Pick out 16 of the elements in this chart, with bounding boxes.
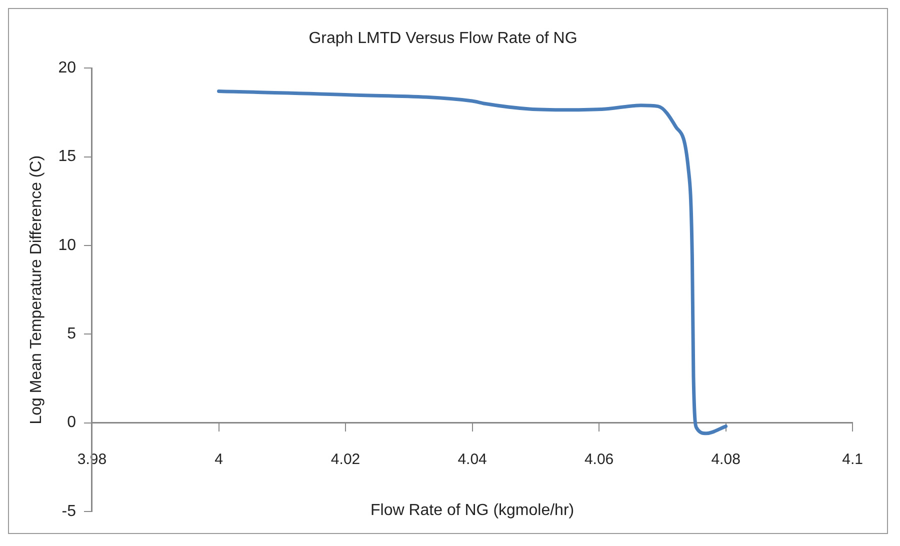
x-tick-label: 4.1 (842, 450, 864, 468)
y-tick-label: 15 (58, 148, 76, 166)
x-axis-title: Flow Rate of NG (kgmole/hr) (370, 502, 574, 519)
x-tick-label: 4 (214, 450, 223, 468)
x-tick-label: 4.04 (458, 450, 487, 468)
x-tick-label: 4.06 (584, 450, 614, 468)
y-axis-title: Log Mean Temperature Difference (C) (28, 155, 46, 424)
y-tick-label: 10 (58, 236, 76, 254)
chart-title: Graph LMTD Versus Flow Rate of NG (308, 30, 578, 48)
line-series (217, 89, 728, 436)
x-tick-label: 4.08 (711, 450, 740, 468)
x-tick-label: 4.02 (330, 450, 360, 468)
y-tick-label: -5 (62, 502, 76, 520)
y-tick-label: 20 (58, 60, 76, 77)
y-tick-label: 5 (67, 326, 76, 343)
y-tick-label: 0 (67, 414, 76, 432)
